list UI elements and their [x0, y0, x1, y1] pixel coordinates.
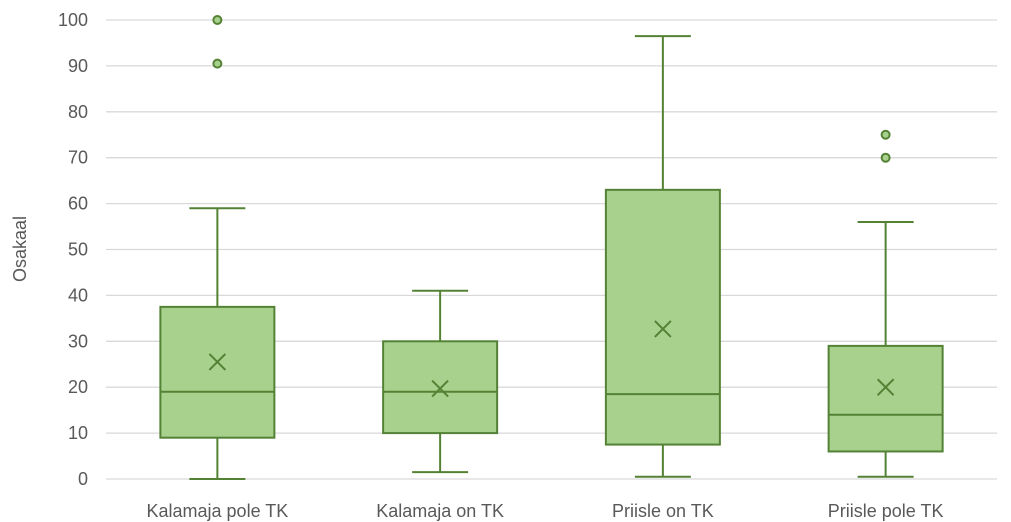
- mean-marker: [208, 353, 227, 371]
- outlier-point: [880, 152, 891, 163]
- y-tick-label: 10: [68, 423, 88, 443]
- y-tick-label: 30: [68, 331, 88, 351]
- boxes: [159, 15, 944, 480]
- box-iqr: [827, 344, 944, 453]
- box-group: [827, 129, 944, 478]
- y-tick-label: 20: [68, 377, 88, 397]
- outlier-point: [880, 129, 891, 140]
- box-iqr: [159, 305, 276, 439]
- y-tick-label: 40: [68, 285, 88, 305]
- box-group: [604, 35, 721, 478]
- outlier-point: [212, 58, 223, 69]
- x-tick-label: Kalamaja pole TK: [147, 501, 289, 521]
- box-group: [382, 289, 499, 474]
- outlier-point: [212, 15, 223, 25]
- y-tick-label: 50: [68, 240, 88, 260]
- y-axis-title: Osakaal: [10, 216, 30, 282]
- y-tick-label: 100: [58, 10, 88, 30]
- y-tick-label: 80: [68, 102, 88, 122]
- y-tick-label: 60: [68, 194, 88, 214]
- x-axis-ticks: Kalamaja pole TK Kalamaja on TK Priisle on…: [147, 501, 944, 521]
- y-tick-label: 90: [68, 56, 88, 76]
- mean-marker: [654, 320, 672, 338]
- y-tick-label: 0: [78, 469, 88, 489]
- x-tick-label: Priisle pole TK: [828, 501, 944, 521]
- mean-marker: [431, 379, 449, 398]
- mean-marker: [876, 378, 895, 396]
- x-tick-label: Priisle on TK: [612, 501, 714, 521]
- x-tick-label: Kalamaja on TK: [376, 501, 504, 521]
- y-axis-ticks: 0 10 20 30 40 50 60 70 80 90 100: [58, 10, 88, 489]
- box-group: [159, 15, 276, 480]
- y-tick-label: 70: [68, 148, 88, 168]
- box-iqr: [604, 188, 721, 446]
